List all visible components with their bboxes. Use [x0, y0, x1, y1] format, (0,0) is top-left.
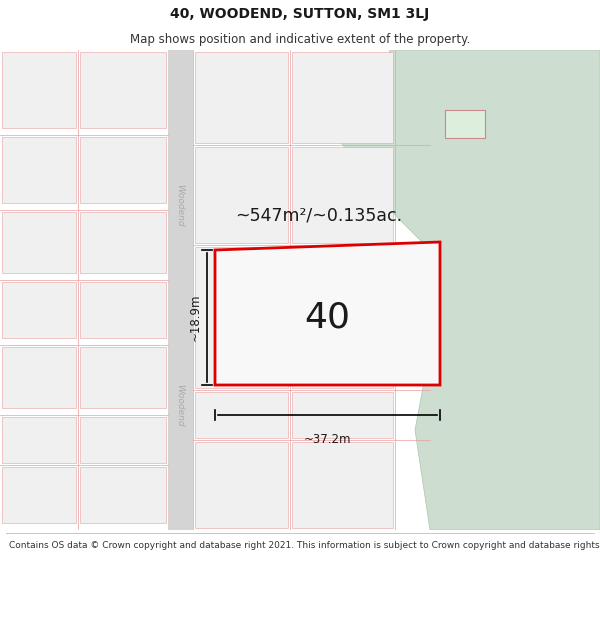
Bar — [2, 52, 76, 128]
Bar — [2, 212, 76, 273]
Bar — [80, 417, 166, 463]
Bar — [292, 147, 393, 243]
Bar — [80, 52, 166, 128]
Text: ~37.2m: ~37.2m — [304, 433, 351, 446]
Text: ~18.9m: ~18.9m — [188, 294, 202, 341]
Bar — [80, 347, 166, 408]
Polygon shape — [310, 50, 600, 530]
Text: Contains OS data © Crown copyright and database right 2021. This information is : Contains OS data © Crown copyright and d… — [9, 541, 600, 551]
Polygon shape — [215, 242, 440, 385]
Bar — [80, 282, 166, 338]
Text: ~547m²/~0.135ac.: ~547m²/~0.135ac. — [235, 206, 402, 224]
Bar — [2, 137, 76, 203]
Text: Woodend: Woodend — [176, 384, 185, 426]
Text: 40: 40 — [304, 300, 350, 334]
Bar — [80, 212, 166, 273]
Bar — [168, 50, 193, 530]
Bar — [292, 247, 393, 388]
Bar — [195, 52, 288, 143]
Bar — [2, 417, 76, 463]
Text: Map shows position and indicative extent of the property.: Map shows position and indicative extent… — [130, 32, 470, 46]
Bar — [292, 52, 393, 143]
Bar — [445, 110, 485, 138]
Bar — [2, 282, 76, 338]
Bar — [292, 442, 393, 528]
Bar — [195, 147, 288, 243]
Bar — [2, 347, 76, 408]
Text: Woodend: Woodend — [176, 184, 185, 226]
Bar — [195, 247, 288, 388]
Bar — [195, 442, 288, 528]
Bar — [80, 467, 166, 523]
Text: 40, WOODEND, SUTTON, SM1 3LJ: 40, WOODEND, SUTTON, SM1 3LJ — [170, 7, 430, 21]
Bar — [195, 392, 288, 438]
Bar — [292, 392, 393, 438]
Bar — [80, 137, 166, 203]
Bar — [2, 467, 76, 523]
